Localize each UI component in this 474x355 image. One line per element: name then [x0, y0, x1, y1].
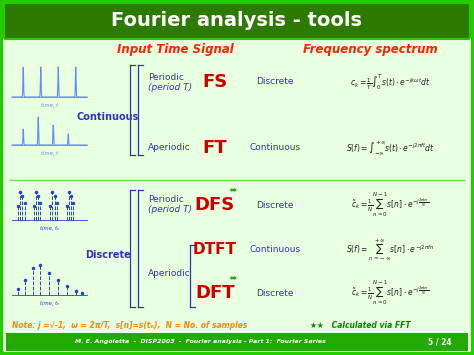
Text: $c_k = \frac{1}{T}\int_0^T s(t)\cdot e^{-jk\omega t}dt$: $c_k = \frac{1}{T}\int_0^T s(t)\cdot e^{… — [350, 72, 430, 92]
Text: 5 / 24: 5 / 24 — [428, 338, 452, 346]
Text: Frequency spectrum: Frequency spectrum — [302, 44, 438, 56]
Text: Aperiodic: Aperiodic — [148, 268, 191, 278]
Text: Note: j =√-1,  ω = 2π/T,  s[n]=s(tₙ),  N = No. of samples: Note: j =√-1, ω = 2π/T, s[n]=s(tₙ), N = … — [12, 321, 247, 329]
Text: Discrete: Discrete — [256, 201, 294, 209]
Text: Periodic: Periodic — [148, 196, 184, 204]
Text: $S(f) = \sum_{n=-\infty}^{+\infty} s[n]\cdot e^{-j2\pi fn}$: $S(f) = \sum_{n=-\infty}^{+\infty} s[n]\… — [346, 237, 434, 263]
Text: time, tₙ: time, tₙ — [40, 226, 60, 231]
Text: Input Time Signal: Input Time Signal — [117, 44, 233, 56]
Text: (period T): (period T) — [148, 206, 192, 214]
Text: Discrete: Discrete — [85, 250, 131, 260]
Text: $\tilde{c}_k = \frac{1}{N}\sum_{n=0}^{N-1} s[n]\cdot e^{-j\frac{2\pi kn}{N}}$: $\tilde{c}_k = \frac{1}{N}\sum_{n=0}^{N-… — [351, 191, 429, 219]
Text: Aperiodic: Aperiodic — [148, 143, 191, 153]
Text: Continuous: Continuous — [249, 246, 301, 255]
Text: Discrete: Discrete — [256, 77, 294, 87]
Text: time, t: time, t — [41, 151, 59, 156]
Text: DFT: DFT — [195, 284, 235, 302]
FancyBboxPatch shape — [6, 333, 468, 351]
Text: DFS: DFS — [195, 196, 235, 214]
Text: FT: FT — [203, 139, 228, 157]
Text: time, t: time, t — [41, 103, 59, 108]
Text: FS: FS — [202, 73, 228, 91]
Text: M. E. Angoletta  -  DISP2003  -  Fourier analysis - Part 1:  Fourier Series: M. E. Angoletta - DISP2003 - Fourier ana… — [74, 339, 326, 344]
Text: Fourier analysis - tools: Fourier analysis - tools — [111, 11, 363, 31]
Text: **: ** — [230, 277, 238, 285]
Text: $S(f) = \int_{-\infty}^{+\infty} s(t)\cdot e^{-j2\pi ft}dt$: $S(f) = \int_{-\infty}^{+\infty} s(t)\cd… — [346, 139, 434, 157]
FancyBboxPatch shape — [4, 3, 470, 39]
Text: **: ** — [230, 189, 238, 197]
Text: Continuous: Continuous — [249, 143, 301, 153]
Text: Discrete: Discrete — [256, 289, 294, 297]
Text: $\tilde{c}_k = \frac{1}{N}\sum_{n=0}^{N-1} s[n]\cdot e^{-j\frac{2\pi kn}{N}}$: $\tilde{c}_k = \frac{1}{N}\sum_{n=0}^{N-… — [351, 279, 429, 307]
Text: (period T): (period T) — [148, 82, 192, 92]
Text: Periodic: Periodic — [148, 72, 184, 82]
Text: Continuous: Continuous — [77, 112, 139, 122]
Text: time, tₙ: time, tₙ — [40, 301, 60, 306]
Text: ★★   Calculated via FFT: ★★ Calculated via FFT — [310, 321, 410, 329]
Text: DTFT: DTFT — [193, 242, 237, 257]
